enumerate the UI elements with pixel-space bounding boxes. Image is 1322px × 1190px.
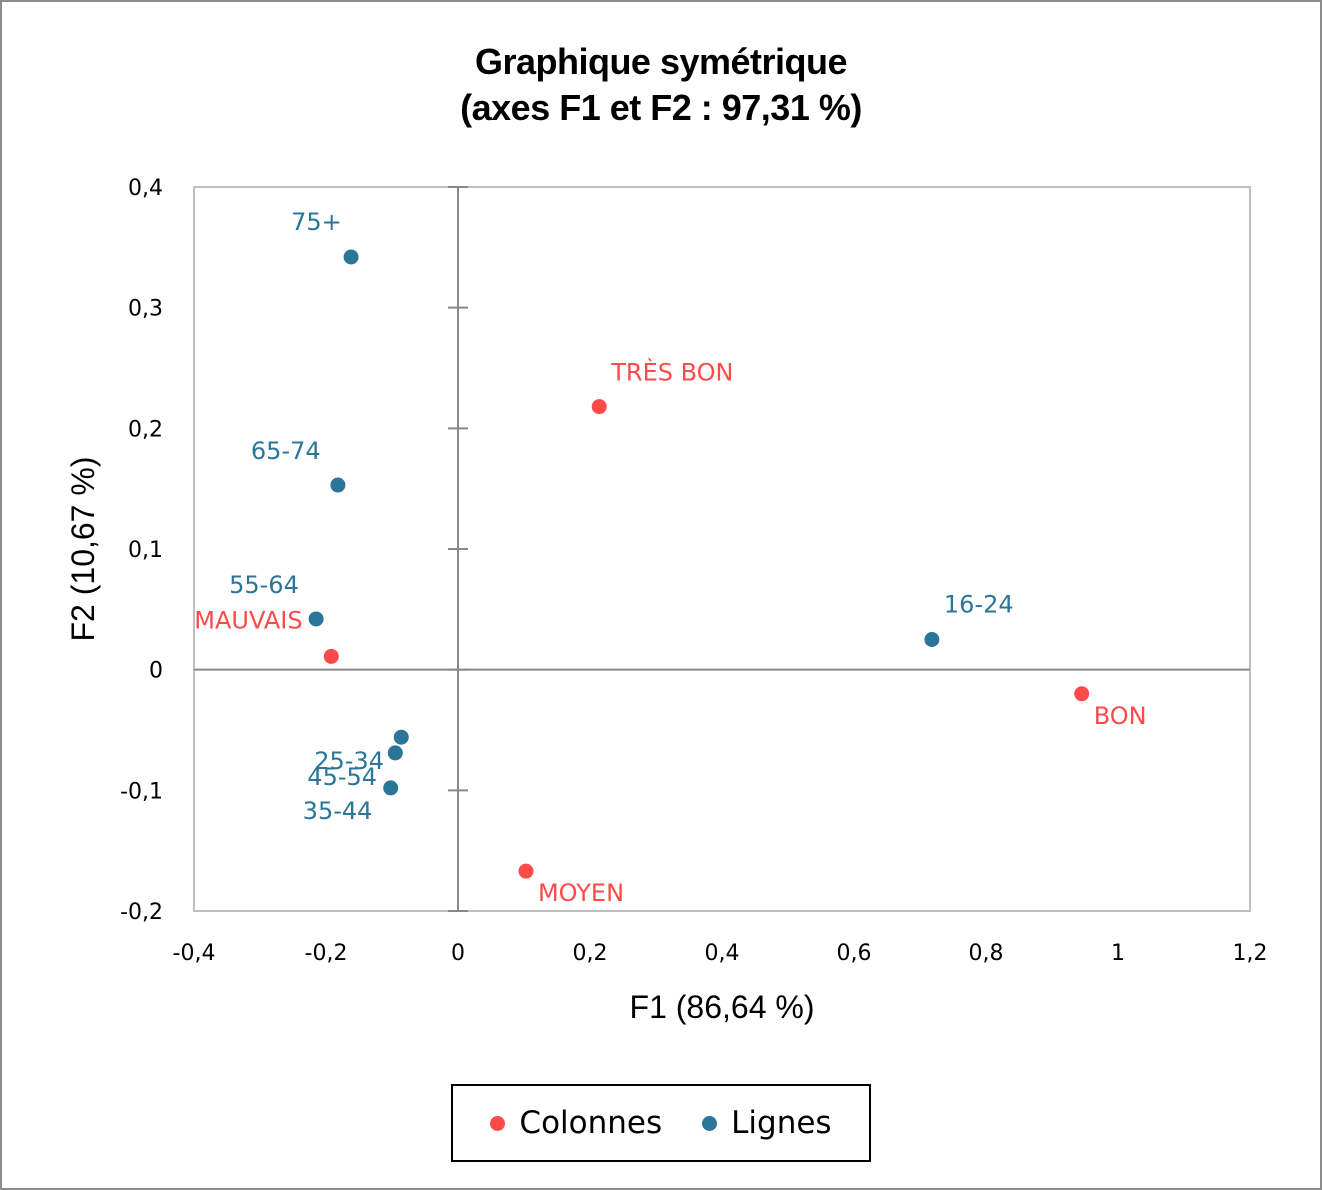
data-point bbox=[518, 863, 534, 879]
point-label: MAUVAIS bbox=[194, 606, 302, 634]
plot-border bbox=[193, 186, 1251, 912]
legend-item-colonnes[interactable]: Colonnes bbox=[490, 1105, 662, 1141]
y-tick-label: -0,2 bbox=[120, 900, 163, 925]
y-tick-label: -0,1 bbox=[120, 779, 163, 804]
data-point bbox=[383, 780, 399, 796]
y-tick-label: 0 bbox=[149, 659, 163, 684]
x-tick-label: -0,2 bbox=[305, 941, 348, 966]
x-tick-label: 0 bbox=[451, 941, 465, 966]
x-axis-title: F1 (86,64 %) bbox=[630, 989, 815, 1025]
x-tick-label: 0,6 bbox=[837, 941, 872, 966]
chart-subtitle: (axes F1 et F2 : 97,31 %) bbox=[460, 87, 862, 128]
plot-area bbox=[193, 186, 1251, 912]
point-label: 16-24 bbox=[944, 591, 1014, 619]
legend: Colonnes Lignes bbox=[451, 1084, 871, 1162]
y-tick-label: 0,1 bbox=[128, 538, 163, 563]
x-tick-label: 1,2 bbox=[1233, 941, 1268, 966]
data-point bbox=[323, 648, 339, 664]
data-point bbox=[387, 745, 403, 761]
y-tick-label: 0,4 bbox=[128, 176, 163, 201]
data-point bbox=[924, 632, 940, 647]
series-colonnes: TRÈS BON MAUVAIS BON MOYEN bbox=[194, 358, 1146, 908]
point-label: 75+ bbox=[291, 208, 342, 236]
data-point bbox=[343, 249, 359, 265]
point-label: 25-34 bbox=[314, 747, 384, 775]
data-point bbox=[1074, 686, 1090, 702]
y-tick-label: 0,3 bbox=[128, 297, 163, 322]
y-axis-title: F2 (10,67 %) bbox=[65, 457, 101, 642]
tick-labels: -0,4 -0,2 0 0,2 0,4 0,6 0,8 1 1,2 0,4 0,3 0,2 0,1 0 -0… bbox=[120, 176, 1267, 966]
point-label: 35-44 bbox=[303, 797, 373, 825]
x-tick-label: 0,2 bbox=[573, 941, 608, 966]
data-point bbox=[393, 729, 409, 745]
x-tick-label: 0,8 bbox=[969, 941, 1004, 966]
data-point bbox=[330, 477, 346, 493]
point-label: 65-74 bbox=[251, 437, 321, 465]
data-points: TRÈS BON MAUVAIS BON MOYEN 75+ 65-74 55-64 16-2… bbox=[194, 208, 1146, 907]
axes bbox=[194, 186, 1250, 912]
legend-label-colonnes: Colonnes bbox=[519, 1105, 663, 1141]
legend-item-lignes[interactable]: Lignes bbox=[702, 1105, 832, 1141]
x-tick-label: -0,4 bbox=[173, 941, 216, 966]
chart-title: Graphique symétrique bbox=[474, 41, 848, 82]
data-point bbox=[591, 399, 607, 415]
legend-label-lignes: Lignes bbox=[731, 1105, 832, 1141]
point-label: 55-64 bbox=[229, 571, 299, 599]
point-label: 45-54 bbox=[307, 763, 377, 791]
point-label: TRÈS BON bbox=[610, 358, 733, 387]
point-label: MOYEN bbox=[538, 879, 624, 907]
y-tick-label: 0,2 bbox=[128, 417, 163, 442]
colonnes-marker-icon bbox=[490, 1115, 506, 1131]
x-tick-label: 0,4 bbox=[705, 941, 740, 966]
data-point bbox=[308, 611, 324, 627]
point-label: BON bbox=[1094, 702, 1147, 730]
lignes-marker-icon bbox=[702, 1115, 718, 1131]
x-tick-label: 1 bbox=[1111, 941, 1125, 966]
